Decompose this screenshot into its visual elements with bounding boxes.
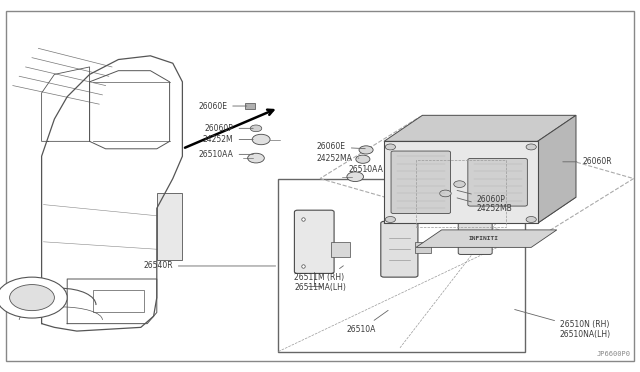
Polygon shape xyxy=(384,115,576,141)
Text: 26511M (RH)
26511MA(LH): 26511M (RH) 26511MA(LH) xyxy=(294,266,346,292)
FancyBboxPatch shape xyxy=(391,151,451,214)
Bar xyxy=(278,179,525,352)
Text: 26060R: 26060R xyxy=(563,157,612,166)
FancyBboxPatch shape xyxy=(294,210,334,273)
Text: 26540R: 26540R xyxy=(143,262,276,270)
Text: 26060P: 26060P xyxy=(457,190,506,203)
FancyBboxPatch shape xyxy=(468,158,527,206)
Text: 26060E: 26060E xyxy=(317,142,365,151)
FancyBboxPatch shape xyxy=(458,214,492,254)
Circle shape xyxy=(359,146,373,154)
Text: INFINITI: INFINITI xyxy=(468,236,498,241)
Text: JP6600P0: JP6600P0 xyxy=(596,351,630,357)
Bar xyxy=(331,242,350,257)
Polygon shape xyxy=(384,141,538,223)
Text: 26510A: 26510A xyxy=(347,310,388,334)
Circle shape xyxy=(526,217,536,222)
Circle shape xyxy=(504,167,532,183)
Bar xyxy=(157,193,182,260)
Circle shape xyxy=(440,190,451,197)
Polygon shape xyxy=(538,115,576,223)
FancyBboxPatch shape xyxy=(381,221,418,277)
Circle shape xyxy=(0,277,67,318)
Text: 26060P: 26060P xyxy=(205,124,253,133)
Bar xyxy=(416,160,506,227)
Circle shape xyxy=(347,172,364,182)
Bar xyxy=(93,290,144,312)
Text: 26510N (RH)
26510NA(LH): 26510N (RH) 26510NA(LH) xyxy=(515,310,611,339)
Text: 24252MB: 24252MB xyxy=(457,198,513,213)
Circle shape xyxy=(10,285,54,311)
Polygon shape xyxy=(384,197,576,223)
Circle shape xyxy=(526,144,536,150)
Text: 26510AA: 26510AA xyxy=(199,150,253,159)
Circle shape xyxy=(385,217,396,222)
Text: 26510AA: 26510AA xyxy=(349,165,383,174)
Circle shape xyxy=(250,125,262,132)
Bar xyxy=(245,103,255,109)
Circle shape xyxy=(356,155,370,163)
Circle shape xyxy=(248,153,264,163)
Circle shape xyxy=(385,144,396,150)
Text: 26060E: 26060E xyxy=(198,102,247,110)
Text: 24252M: 24252M xyxy=(203,135,253,144)
Circle shape xyxy=(252,134,270,145)
Bar xyxy=(415,242,431,253)
Circle shape xyxy=(454,181,465,187)
Polygon shape xyxy=(416,230,557,247)
Text: 24252MA: 24252MA xyxy=(317,154,359,163)
